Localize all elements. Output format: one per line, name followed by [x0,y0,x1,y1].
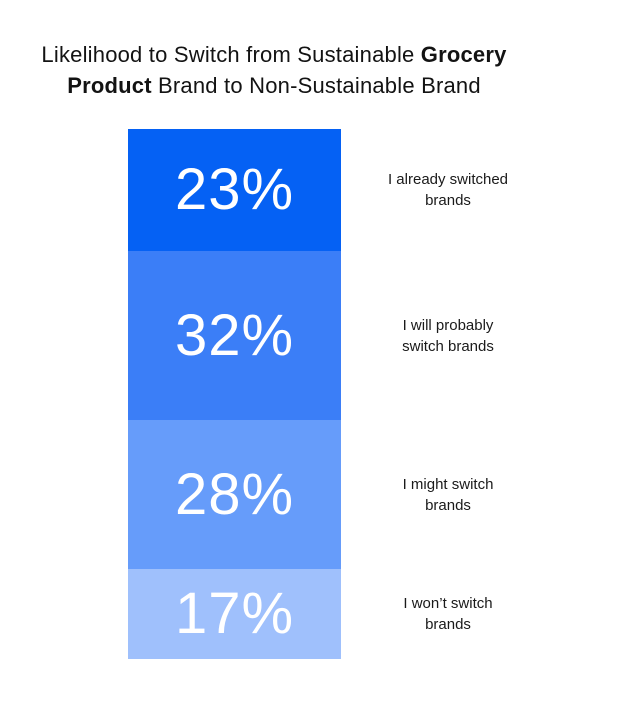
segment-category-label-line: I won’t switch [403,594,493,612]
chart-title-bold-text: Product [67,73,152,98]
segment-category-label: I already switched brands [366,169,530,211]
chart-title-bold-text: Grocery [420,42,507,67]
chart-title-line-1: Likelihood to Switch from Sustainable Gr… [13,39,535,70]
segment-category-label: I might switch brands [366,474,530,516]
segment-category-label-line: switch brands [402,337,494,355]
chart-title-text: Brand to Non-Sustainable Brand [151,73,481,98]
segment-category-label-line: brands [425,615,471,633]
segment-category-label: I will probably switch brands [366,315,530,357]
chart-title-line-2: Product Brand to Non-Sustainable Brand [13,70,535,101]
segment-category-label: I won’t switch brands [366,593,530,635]
segment-value-label: 28% [174,461,295,527]
segment-value-label: 23% [174,156,295,222]
segment-category-label-line: I already switched [387,170,509,188]
segment-value-label: 17% [174,580,295,646]
segment-value-label: 32% [174,302,295,368]
bar-segment: 23% [128,129,341,251]
chart-title-text: Likelihood to Switch from Sustainable [41,42,421,67]
segment-category-label-line: I will probably [402,316,494,334]
stacked-bar: 23% 32% 28% 17% [128,129,341,659]
segment-category-label-line: brands [425,496,471,514]
bar-segment: 17% [128,568,341,659]
chart-title: Likelihood to Switch from Sustainable Gr… [13,39,535,101]
bar-segment: 32% [128,250,341,421]
segment-category-label-line: brands [425,191,471,209]
bar-segment: 28% [128,420,341,569]
segment-category-label-line: I might switch [402,475,494,493]
